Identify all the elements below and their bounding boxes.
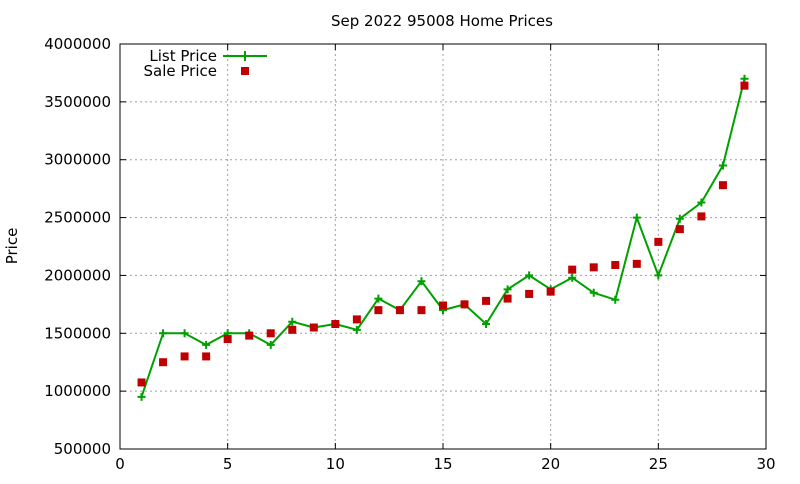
list-price-point bbox=[632, 213, 641, 222]
sale-price-point bbox=[611, 261, 620, 270]
y-tick-label: 1500000 bbox=[44, 324, 111, 342]
sale-price-point bbox=[331, 320, 340, 329]
list-price-point bbox=[137, 392, 146, 401]
sale-price-point bbox=[159, 358, 168, 367]
sale-price-point bbox=[245, 331, 254, 340]
list-price-point bbox=[180, 329, 189, 338]
list-price-point bbox=[288, 317, 297, 326]
list-price-point bbox=[697, 198, 706, 207]
sale-price-point bbox=[740, 81, 749, 90]
sale-price-point bbox=[718, 181, 727, 190]
y-tick-label: 500000 bbox=[54, 440, 111, 458]
list-price-point bbox=[675, 214, 684, 223]
list-price-point bbox=[568, 273, 577, 282]
list-price-point bbox=[417, 277, 426, 286]
list-price-point bbox=[525, 271, 534, 280]
sale-price-point bbox=[395, 306, 404, 315]
y-tick-label: 2500000 bbox=[44, 209, 111, 227]
sale-price-point bbox=[352, 315, 361, 324]
list-price-point bbox=[589, 288, 598, 297]
y-tick-label: 3000000 bbox=[44, 151, 111, 169]
sale-price-point bbox=[675, 225, 684, 234]
sale-price-point bbox=[223, 335, 232, 344]
sale-price-point bbox=[654, 237, 663, 246]
y-axis-label: Price bbox=[3, 228, 21, 265]
legend: List Price Sale Price bbox=[144, 47, 267, 80]
sale-price-point bbox=[137, 378, 146, 387]
list-price-point bbox=[654, 271, 663, 280]
y-tick-label: 3500000 bbox=[44, 93, 111, 111]
list-price-point bbox=[266, 340, 275, 349]
list-price-point bbox=[740, 74, 749, 83]
x-tick-label: 15 bbox=[433, 455, 452, 473]
x-tick-label: 25 bbox=[649, 455, 668, 473]
sale-price-point bbox=[309, 323, 318, 332]
sale-price-point bbox=[503, 294, 512, 303]
sale-price-point bbox=[525, 289, 534, 298]
list-price-point bbox=[374, 294, 383, 303]
x-tick-label: 5 bbox=[223, 455, 233, 473]
sale-price-point bbox=[546, 287, 555, 296]
sale-price-point bbox=[266, 329, 275, 338]
sale-price-point bbox=[460, 300, 469, 309]
x-tick-label: 10 bbox=[326, 455, 345, 473]
sale-price-point bbox=[439, 301, 447, 310]
x-tick-label: 0 bbox=[115, 455, 125, 473]
sale-price-point bbox=[589, 263, 598, 272]
sale-price-point bbox=[374, 306, 383, 315]
list-price-point bbox=[159, 329, 168, 338]
sale-price-point bbox=[697, 212, 706, 221]
legend-label-sale-price: Sale Price bbox=[144, 62, 217, 80]
series-layer bbox=[137, 74, 749, 401]
list-price-point bbox=[482, 320, 491, 329]
legend-label-list-price: List Price bbox=[149, 47, 217, 65]
sale-price-point bbox=[202, 352, 211, 361]
list-price-point bbox=[352, 325, 361, 334]
y-tick-label: 2000000 bbox=[44, 266, 111, 284]
list-price-point bbox=[718, 161, 727, 170]
y-tick-label: 1000000 bbox=[44, 382, 111, 400]
list-price-point bbox=[611, 295, 620, 304]
legend-marker-list-price bbox=[240, 51, 250, 61]
sale-price-point bbox=[632, 259, 641, 268]
axis-ticks: 500000 1000000 1500000 2000000 2500000 300000… bbox=[44, 35, 775, 473]
sale-price-point bbox=[482, 296, 491, 305]
sale-price-point bbox=[288, 325, 297, 334]
sale-price-point bbox=[568, 265, 577, 274]
sale-price-point bbox=[180, 352, 189, 361]
y-tick-label: 4000000 bbox=[44, 35, 111, 53]
x-tick-label: 30 bbox=[756, 455, 775, 473]
list-price-point bbox=[202, 340, 211, 349]
legend-marker-sale-price bbox=[241, 67, 249, 75]
x-tick-label: 20 bbox=[541, 455, 560, 473]
sale-price-point bbox=[417, 306, 426, 315]
chart-title: Sep 2022 95008 Home Prices bbox=[331, 12, 553, 30]
list-price-point bbox=[503, 285, 512, 294]
